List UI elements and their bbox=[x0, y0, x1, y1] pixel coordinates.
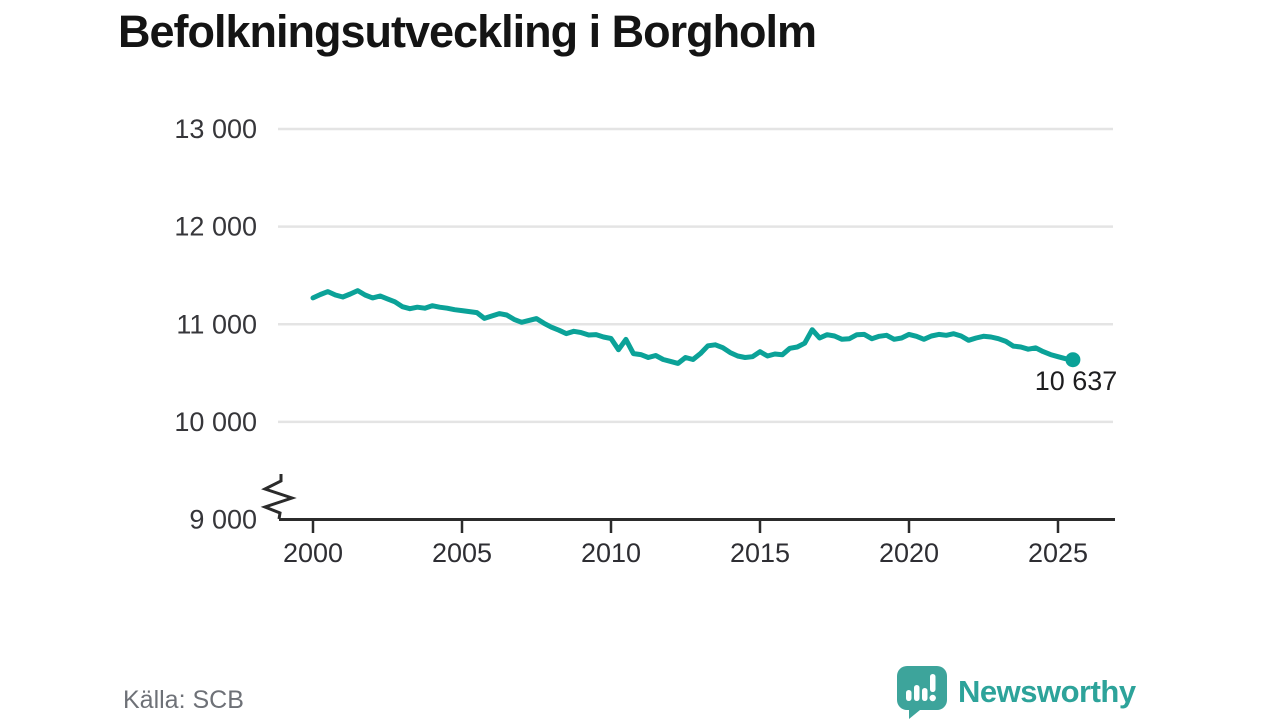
x-tick-label: 2010 bbox=[581, 538, 641, 568]
last-value-label: 10 637 bbox=[1035, 366, 1118, 396]
y-tick-label: 10 000 bbox=[174, 407, 257, 437]
last-point-marker bbox=[1065, 352, 1081, 368]
x-tick-label: 2005 bbox=[432, 538, 492, 568]
y-tick-label: 9 000 bbox=[189, 505, 257, 535]
y-axis-labels: 13 000 12 000 11 000 10 000 9 000 bbox=[174, 114, 257, 535]
y-tick-label: 12 000 bbox=[174, 212, 257, 242]
newsworthy-logo-text: Newsworthy bbox=[958, 674, 1136, 709]
y-tick-label: 13 000 bbox=[174, 114, 257, 144]
source-note: Källa: SCB bbox=[123, 686, 244, 714]
y-axis-break-icon bbox=[260, 474, 297, 520]
x-tick-label: 2015 bbox=[730, 538, 790, 568]
x-tick-label: 2020 bbox=[879, 538, 939, 568]
newsworthy-speech-bubble-chart-icon bbox=[897, 665, 947, 719]
x-tick-label: 2000 bbox=[283, 538, 343, 568]
y-tick-label: 11 000 bbox=[176, 309, 257, 339]
page-title: Befolkningsutveckling i Borgholm bbox=[118, 6, 817, 57]
population-line bbox=[310, 288, 1076, 366]
x-axis-ticks bbox=[311, 519, 1060, 533]
x-axis-labels: 2000 2005 2010 2015 2020 2025 bbox=[283, 538, 1088, 568]
x-tick-label: 2025 bbox=[1028, 538, 1088, 568]
newsworthy-logo[interactable]: Newsworthy bbox=[897, 665, 1136, 719]
gridlines bbox=[278, 127, 1113, 424]
